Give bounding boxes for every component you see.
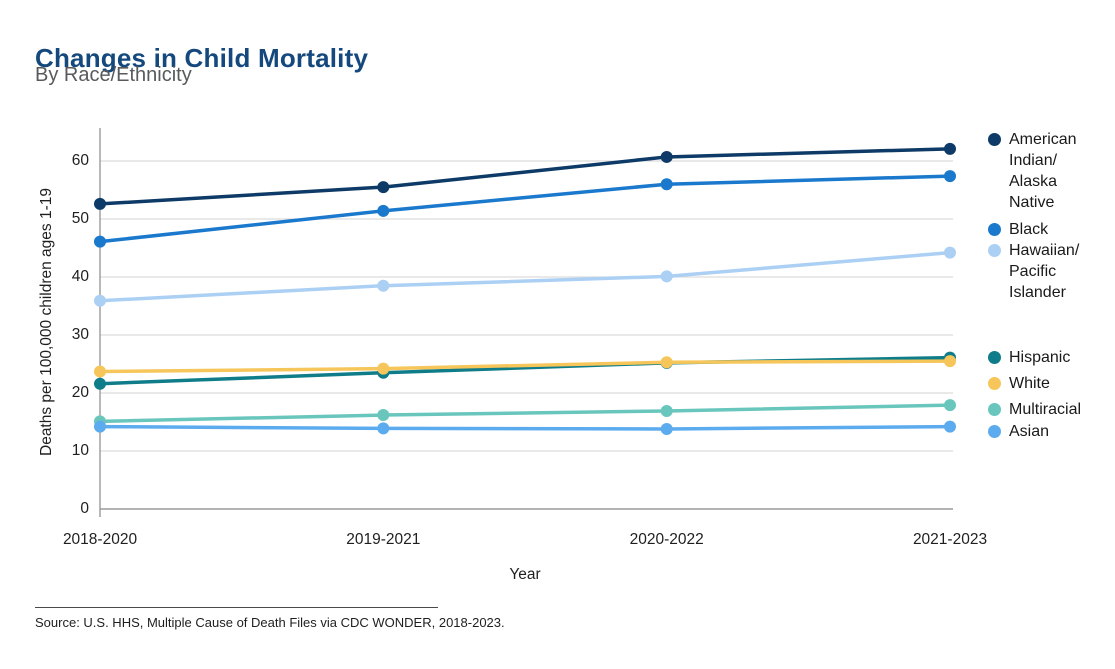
data-point-multiracial-2: [660, 404, 673, 417]
legend-swatch-white-icon: [988, 377, 1001, 390]
legend-swatch-hispanic-icon: [988, 351, 1001, 364]
legend-swatch-multiracial-icon: [988, 403, 1001, 416]
chart-line-white: [98, 359, 952, 374]
legend-item-asian: Asian: [988, 421, 1049, 442]
legend-swatch-asian-icon: [988, 425, 1001, 438]
data-point-white-1: [377, 362, 390, 375]
data-point-multiracial-1: [377, 409, 390, 422]
legend-label-american-indian-alaska-native: American Indian/Alaska Native: [1009, 131, 1077, 211]
data-point-hawaiian-pacific-islander-0: [94, 294, 106, 307]
legend-label-asian: Asian: [1009, 423, 1050, 440]
data-point-asian-1: [377, 422, 390, 435]
data-point-asian-0: [94, 420, 106, 433]
legend-item-american-indian-alaska-native: American Indian/Alaska Native: [988, 129, 1077, 213]
data-point-black-2: [660, 178, 673, 191]
chart-title: Changes in Child Mortality: [35, 43, 369, 74]
legend-label-hawaiian-pacific-islander: Hawaiian/Pacific Islander: [1009, 242, 1080, 301]
x-tick-label-2018-2020: 2018-2020: [62, 531, 138, 548]
y-tick-label-50: 50: [71, 210, 89, 227]
y-tick-label-40: 40: [71, 268, 89, 285]
data-point-hawaiian-pacific-islander-3: [944, 246, 956, 259]
legend-item-black: Black: [988, 219, 1048, 240]
data-point-hawaiian-pacific-islander-2: [660, 270, 673, 283]
data-point-hispanic-0: [94, 377, 106, 390]
legend-item-hawaiian-pacific-islander: Hawaiian/Pacific Islander: [988, 240, 1079, 303]
data-point-black-3: [944, 170, 956, 183]
data-point-white-3: [944, 355, 956, 368]
data-point-hawaiian-pacific-islander-1: [377, 279, 390, 292]
x-tick-label-2021-2023: 2021-2023: [912, 531, 988, 548]
legend-label-hispanic: Hispanic: [1009, 349, 1071, 366]
y-tick-label-20: 20: [71, 384, 89, 401]
data-point-multiracial-3: [944, 399, 956, 412]
y-tick-label-0: 0: [80, 500, 89, 517]
legend-label-black: Black: [1009, 221, 1049, 238]
legend-swatch-hawaiian-pacific-islander-icon: [988, 244, 1001, 257]
data-point-white-0: [94, 365, 106, 378]
chart-subtitle: By Race/Ethnicity: [35, 64, 192, 86]
data-point-asian-3: [944, 420, 956, 433]
x-axis-title: Year: [509, 566, 541, 583]
chart-line-asian: [98, 424, 952, 431]
legend-label-white: White: [1009, 375, 1050, 392]
chart-line-american-indian-alaska-native: [98, 147, 952, 206]
legend-item-multiracial: Multiracial: [988, 399, 1081, 420]
data-point-american-indian-alaska-native-1: [377, 181, 390, 194]
y-tick-label-30: 30: [71, 326, 89, 343]
data-point-american-indian-alaska-native-3: [944, 142, 956, 155]
legend-item-hispanic: Hispanic: [988, 347, 1070, 368]
data-point-american-indian-alaska-native-0: [94, 197, 106, 210]
source-divider: [35, 607, 438, 608]
data-point-american-indian-alaska-native-2: [660, 150, 673, 163]
data-point-asian-2: [660, 422, 673, 435]
chart-line-hawaiian-pacific-islander: [98, 250, 952, 303]
legend-item-white: White: [988, 373, 1050, 394]
legend-swatch-black-icon: [988, 223, 1001, 236]
source-text: Source: U.S. HHS, Multiple Cause of Deat…: [35, 615, 505, 630]
data-point-black-0: [94, 235, 106, 248]
y-tick-label-60: 60: [71, 152, 89, 169]
chart-line-multiracial: [98, 403, 952, 424]
x-tick-label-2020-2022: 2020-2022: [629, 531, 704, 548]
y-tick-label-10: 10: [71, 442, 89, 459]
legend-swatch-american-indian-alaska-native-icon: [988, 133, 1001, 146]
x-tick-label-2019-2021: 2019-2021: [346, 531, 421, 548]
data-point-black-1: [377, 204, 390, 217]
data-point-white-2: [660, 356, 673, 369]
chart-line-black: [98, 174, 952, 244]
legend-label-multiracial: Multiracial: [1009, 401, 1082, 418]
